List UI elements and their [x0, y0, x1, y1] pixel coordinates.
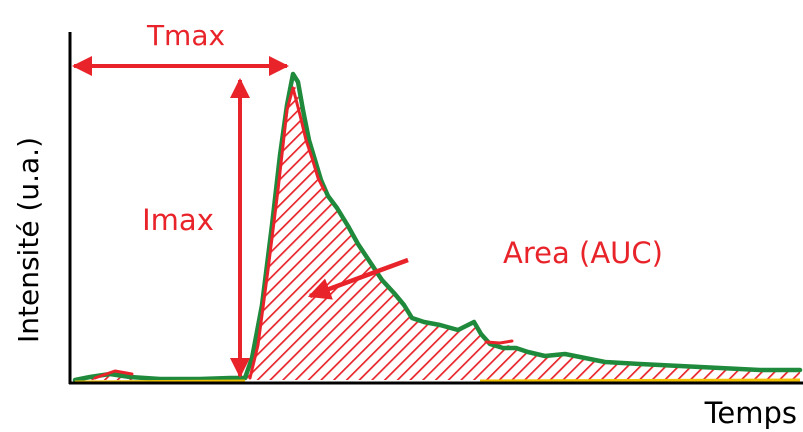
imax-label: Imax	[142, 203, 214, 237]
area-label: Area (AUC)	[503, 236, 663, 270]
area-arrow	[307, 257, 409, 300]
tmax-label: Tmax	[146, 19, 225, 52]
fit-curve	[93, 86, 514, 380]
x-axis-label: Temps	[704, 396, 797, 430]
y-axis-label: Intensité (u.a.)	[12, 137, 45, 343]
